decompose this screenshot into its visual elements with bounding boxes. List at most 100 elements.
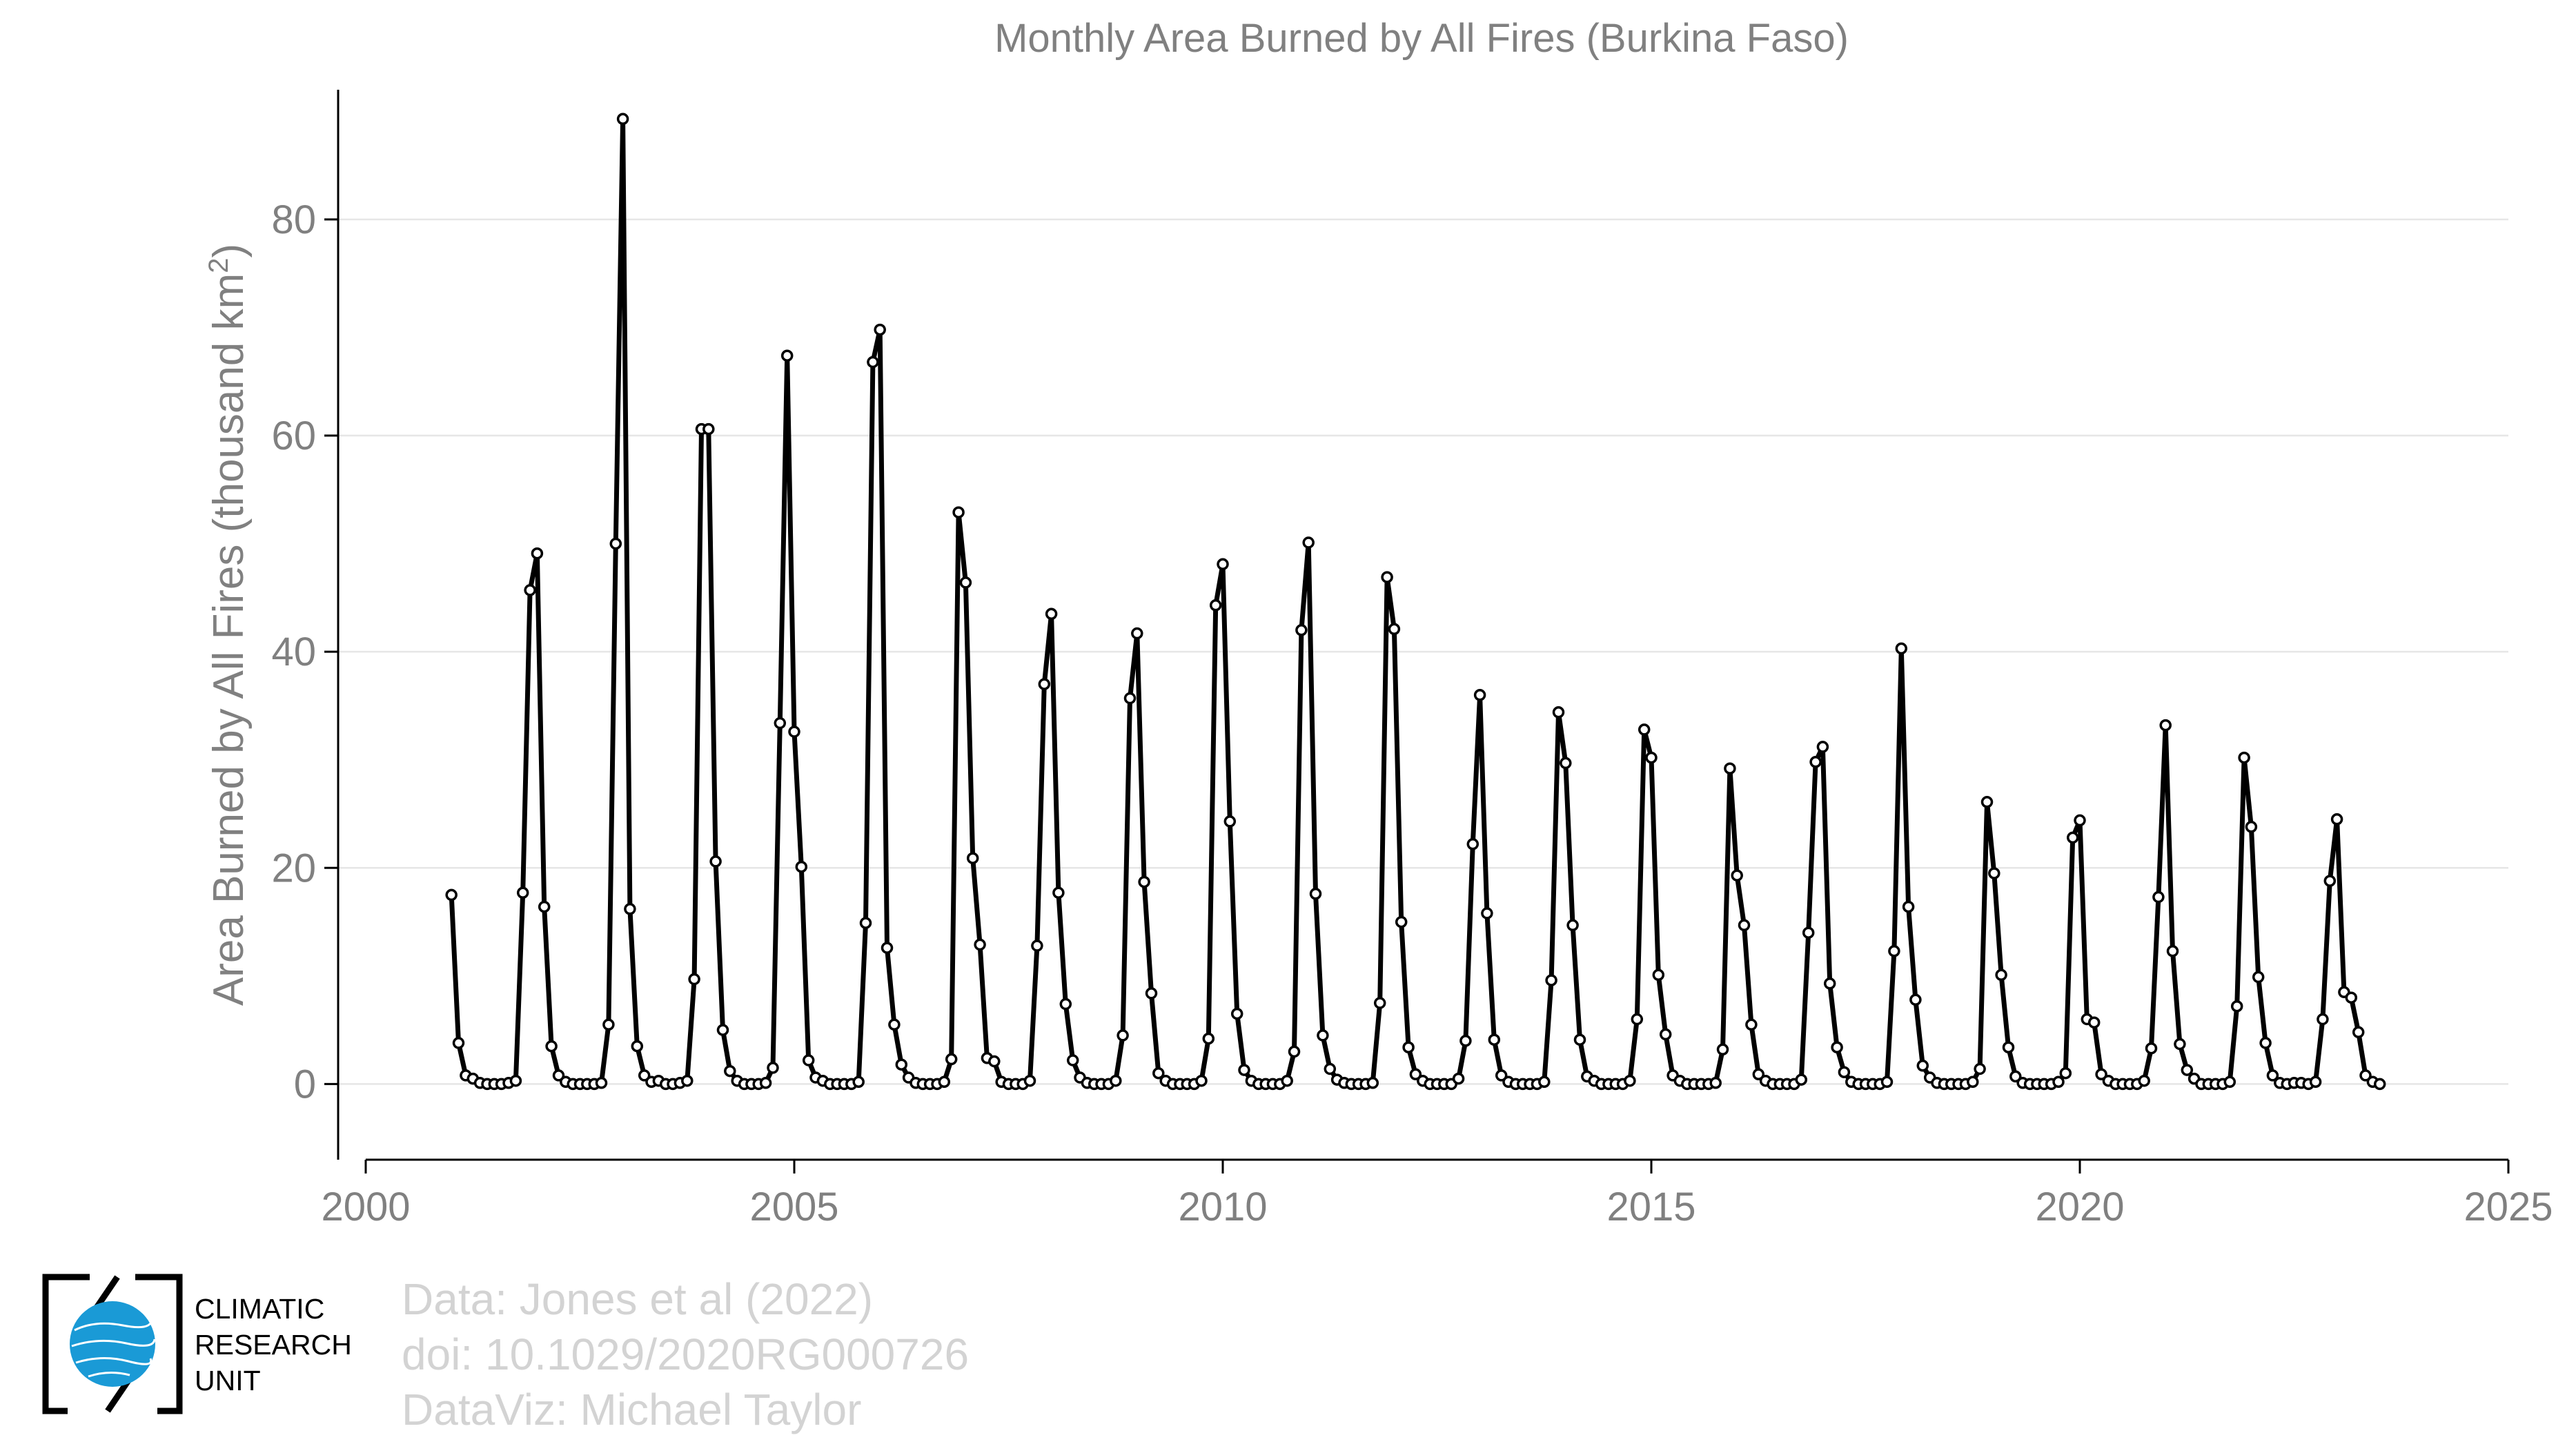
y-axis-label-superscript: 2 <box>204 258 234 273</box>
data-point <box>1724 762 1736 775</box>
data-point <box>1373 997 1386 1009</box>
data-point <box>1295 624 1308 636</box>
data-point <box>1659 1028 1672 1041</box>
data-point <box>688 973 700 986</box>
data-point <box>2345 991 2358 1004</box>
y-tick-label-80: 80 <box>271 197 316 242</box>
data-point <box>595 1077 608 1089</box>
data-point <box>1552 706 1565 719</box>
data-point <box>2174 1038 2186 1051</box>
data-point <box>1152 1067 1165 1080</box>
data-point <box>1209 599 1222 612</box>
y-tick-label-60: 60 <box>271 413 316 458</box>
data-point <box>2245 821 2258 833</box>
data-point <box>2266 1069 2279 1082</box>
data-point <box>1795 1073 1808 1086</box>
data-point <box>1381 571 1393 583</box>
data-point <box>709 855 722 868</box>
data-point <box>1752 1068 1765 1081</box>
data-point <box>1566 919 1579 932</box>
data-point <box>1052 886 1065 899</box>
data-point <box>1631 1013 1644 1026</box>
data-point <box>2181 1064 2194 1076</box>
y-axis-label-main: Area Burned by All Fires (thousand km <box>205 273 253 1006</box>
data-point <box>1809 756 1822 768</box>
data-point <box>1909 993 1922 1006</box>
logo-line-3: UNIT <box>195 1365 261 1396</box>
data-point <box>1560 757 1572 770</box>
data-point <box>2259 1037 2272 1049</box>
data-point <box>2230 1000 2243 1013</box>
data-point <box>524 584 536 596</box>
data-point <box>1466 838 1479 850</box>
data-point <box>538 900 551 913</box>
data-point <box>1967 1075 1979 1089</box>
data-point <box>1281 1074 1293 1087</box>
data-point <box>1473 689 1486 701</box>
data-point <box>1066 1054 1079 1067</box>
data-credits: Data: Jones et al (2022) doi: 10.1029/20… <box>402 1272 969 1437</box>
data-point <box>1217 558 1229 571</box>
series-burned-area <box>445 113 2386 1091</box>
data-point <box>966 852 979 864</box>
data-point <box>1409 1068 1422 1081</box>
data-point <box>702 422 715 436</box>
x-tick-label-2005: 2005 <box>749 1185 838 1229</box>
x-tick-label-2020: 2020 <box>2035 1185 2124 1229</box>
data-point <box>1995 968 2007 982</box>
data-point <box>545 1040 558 1053</box>
data-point <box>2359 1069 2372 1082</box>
data-point <box>759 1077 772 1089</box>
data-point <box>1488 1033 1501 1046</box>
data-point <box>974 938 986 951</box>
data-point <box>1459 1035 1472 1047</box>
y-tick-label-20: 20 <box>271 846 316 890</box>
data-point <box>2074 814 2086 827</box>
data-point <box>1916 1060 1929 1072</box>
data-point <box>452 1037 465 1049</box>
data-point <box>1202 1032 1215 1045</box>
data-point <box>1880 1075 1894 1089</box>
data-point <box>1709 1077 1722 1089</box>
credit-dataviz: DataViz: Michael Taylor <box>402 1385 862 1434</box>
data-point <box>2052 1075 2065 1089</box>
x-tick-label-2000: 2000 <box>321 1185 410 1229</box>
data-point <box>1716 1043 1729 1056</box>
credit-doi: doi: 10.1029/2020RG000726 <box>402 1330 970 1379</box>
data-point <box>516 886 529 899</box>
y-axis-ticks: 0 20 40 60 80 <box>271 197 338 1107</box>
data-point <box>1645 751 1658 764</box>
data-point <box>2309 1075 2322 1089</box>
credit-data-source: Data: Jones et al (2022) <box>402 1274 874 1324</box>
cru-logo-text: CLIMATIC RESEARCH UNIT <box>195 1291 352 1399</box>
data-point <box>780 349 794 362</box>
data-point <box>1452 1072 1465 1085</box>
data-point <box>1481 907 1493 919</box>
data-point <box>2159 719 2172 732</box>
data-point <box>1045 607 1058 621</box>
data-point <box>1831 1041 1843 1053</box>
data-point <box>1366 1077 1379 1089</box>
data-point <box>1888 945 1900 957</box>
data-point <box>2087 1016 2101 1029</box>
data-point <box>716 1024 729 1036</box>
data-point <box>1317 1029 1329 1042</box>
data-point <box>1302 536 1315 549</box>
data-point <box>1123 692 1137 705</box>
data-point <box>1131 627 1143 640</box>
x-tick-label-2025: 2025 <box>2464 1185 2553 1229</box>
data-point <box>2145 1042 2158 1055</box>
data-point <box>867 356 879 369</box>
series-line <box>449 116 2381 1087</box>
data-point <box>2059 1067 2072 1080</box>
data-point <box>1023 1074 1036 1087</box>
data-point <box>774 717 787 730</box>
data-point <box>1545 974 1557 986</box>
data-point <box>1802 926 1815 939</box>
data-point <box>2009 1070 2022 1083</box>
data-point <box>959 576 972 589</box>
data-point <box>2002 1041 2015 1053</box>
data-point <box>988 1055 1001 1068</box>
data-point <box>2152 890 2165 904</box>
data-point <box>2373 1078 2386 1091</box>
